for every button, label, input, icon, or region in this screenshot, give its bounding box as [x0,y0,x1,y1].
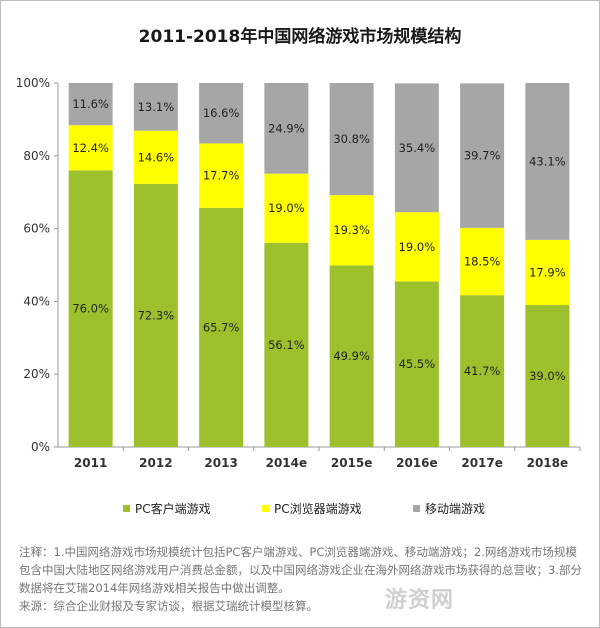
bar-segment [329,265,374,447]
bar-segment [68,125,113,171]
legend-swatch-pc-browser [262,505,269,512]
bar-segment [264,83,309,174]
data-label: 11.6% [72,97,109,111]
x-tick-label: 2012 [139,456,172,470]
data-label: 72.3% [138,308,175,322]
legend-item-mobile: 移动端游戏 [413,500,485,517]
data-label: 56.1% [268,338,305,352]
x-tick-label: 2016e [396,456,438,470]
bar-segment [133,183,178,447]
data-label: 19.0% [268,201,305,215]
data-label: 16.6% [203,106,240,120]
bar-segment [133,130,178,184]
x-tick-label: 2014e [266,456,308,470]
bar-segment [460,295,505,447]
y-tick-label: 0% [31,440,50,454]
data-label: 19.3% [333,223,370,237]
data-label: 12.4% [72,141,109,155]
chart-title: 2011-2018年中国网络游戏市场规模结构 [138,27,462,47]
x-tick-label: 2018e [527,456,569,470]
bar-segment [525,305,570,447]
data-label: 13.1% [138,100,175,114]
bar-segment [525,239,570,306]
bar-segment [199,207,244,447]
bar-segment [133,83,178,131]
data-label: 65.7% [203,320,240,334]
data-label: 35.4% [399,141,436,155]
legend-label-mobile: 移动端游戏 [425,502,486,516]
x-tick-label: 2013 [204,456,237,470]
footnote-source: 来源：综合企业财报及专家访谈，根据艾瑞统计模型核算。 [19,599,318,613]
stacked-bar-chart: 0% 20% 40% 60% 80% 100% 76.0% 12.4% 11.6% 2011 72.… [16,76,581,470]
data-label: 43.1% [529,154,566,168]
data-label: 24.9% [268,121,305,135]
y-tick-label: 20% [23,367,50,381]
data-label: 76.0% [72,302,109,316]
x-tick-label: 2015e [331,456,373,470]
bar-segment [329,195,374,266]
data-label: 49.9% [333,349,370,363]
legend-label-pc-browser: PC浏览器端游戏 [274,502,362,516]
data-label: 18.5% [464,255,501,269]
x-tick-label: 2011 [74,456,107,470]
data-label: 39.7% [464,149,501,163]
legend-swatch-pc-client [123,505,130,512]
data-label: 39.0% [529,369,566,383]
bar-segment [68,83,113,126]
y-tick-label: 40% [23,294,50,308]
bar-segment [199,143,244,208]
bar-segment [460,227,505,296]
data-label: 45.5% [399,357,436,371]
data-label: 17.7% [203,169,240,183]
bar-segment [68,170,113,448]
data-label: 41.7% [464,364,501,378]
bar-segment [394,281,439,447]
x-tick-label: 2017e [461,456,503,470]
legend: PC客户端游戏 PC浏览器端游戏 移动端游戏 [0,500,600,518]
data-label: 19.0% [399,240,436,254]
footnote-notes: 注释：1.中国网络游戏市场规模统计包括PC客户端游戏、PC浏览器端游戏、移动端游… [19,545,582,595]
legend-swatch-mobile [413,505,420,512]
bar-segment [199,83,244,144]
legend-label-pc-client: PC客户端游戏 [135,502,211,516]
data-label: 14.6% [138,150,175,164]
y-tick-label: 80% [23,149,50,163]
y-tick-label: 60% [23,222,50,236]
bar-segment [394,212,439,282]
bar-segment [329,83,374,196]
legend-item-pc-client: PC客户端游戏 [123,500,211,517]
watermark: 游资网 [385,588,455,613]
bar-segment [460,83,505,228]
footnote: 注释：1.中国网络游戏市场规模统计包括PC客户端游戏、PC浏览器端游戏、移动端游… [19,543,585,615]
y-tick-label: 100% [16,76,50,90]
data-label: 17.9% [529,265,566,279]
bar-segment [525,83,570,240]
bar-segment [264,173,309,243]
data-label: 30.8% [333,132,370,146]
bar-segment [264,242,309,447]
legend-item-pc-browser: PC浏览器端游戏 [262,500,362,517]
bar-segment [394,83,439,213]
